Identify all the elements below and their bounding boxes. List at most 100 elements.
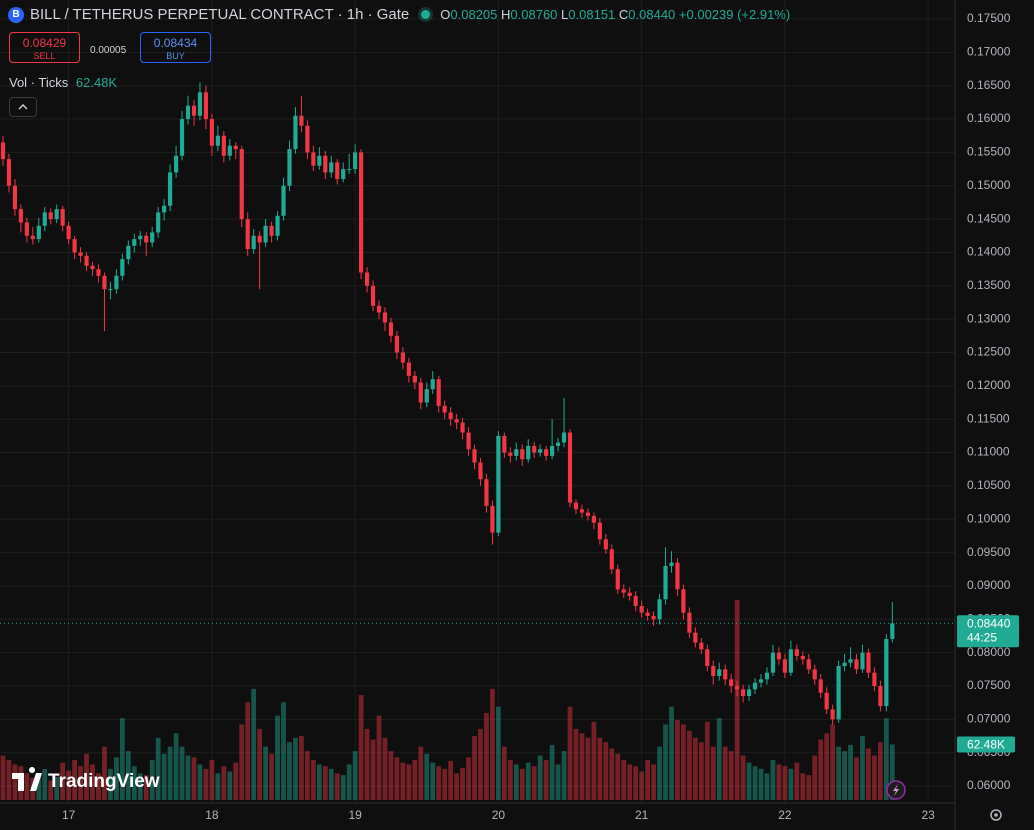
y-tick-label: 0.14000 [967, 245, 1011, 259]
lightning-button[interactable] [886, 780, 906, 800]
candle-body [890, 623, 895, 639]
ohlc-key: L [561, 7, 569, 22]
logo-text: TradingView [48, 771, 160, 792]
candle-body [78, 252, 83, 256]
volume-legend: Vol · Ticks 62.48K [9, 75, 117, 90]
x-tick-label: 18 [205, 808, 219, 822]
candle-body [633, 595, 638, 606]
collapse-button[interactable] [9, 97, 37, 117]
volume-bar [394, 757, 400, 800]
candle-body [233, 145, 238, 150]
sell-button[interactable]: 0.08429 SELL [9, 32, 80, 63]
candle-body [108, 289, 113, 291]
candle-body [526, 445, 531, 460]
y-tick-label: 0.11500 [967, 411, 1010, 425]
candle-body [114, 275, 119, 290]
candle-body [102, 275, 107, 290]
sell-label[interactable]: SELL [33, 51, 56, 61]
volume-bar [84, 753, 89, 800]
candle-body [872, 672, 877, 687]
candle-body [466, 432, 471, 450]
volume-bar [597, 737, 603, 800]
candle-body [585, 512, 591, 516]
gear-center[interactable] [994, 813, 998, 817]
candle-body [72, 239, 77, 253]
ohlc-legend: O0.08205 H0.08760 L0.08151 C0.08440 +0.0… [440, 7, 790, 22]
candle-body [221, 135, 226, 156]
settings-button[interactable] [990, 809, 1002, 821]
candle-body [209, 119, 214, 146]
candle-body [138, 235, 143, 240]
volume-bar [573, 728, 579, 800]
volume-bar [555, 764, 561, 800]
volume-bar [167, 746, 173, 800]
volume-bar [854, 757, 859, 800]
candle-body [239, 149, 244, 220]
lightning-icon[interactable] [893, 784, 899, 796]
candle-body [30, 235, 35, 240]
candle-body [627, 592, 632, 596]
status-dot [421, 10, 431, 19]
candle-body [406, 362, 411, 376]
candle-body [269, 225, 274, 236]
candle-body [84, 255, 89, 266]
ohlc-key: C [618, 7, 629, 22]
buy-button[interactable]: 0.08434 BUY [140, 32, 211, 63]
candle-body [496, 435, 501, 533]
x-tick-label: 19 [348, 808, 362, 822]
volume-bar [579, 733, 585, 800]
ohlc-key: O [440, 7, 451, 22]
volume-bar [322, 766, 328, 800]
volume-bar [340, 775, 346, 800]
sell-price[interactable]: 0.08429 [22, 36, 67, 50]
volume-bar [621, 760, 627, 800]
candle-body [317, 155, 322, 166]
volume-bar [257, 728, 263, 800]
y-tick-label: 0.16000 [967, 111, 1011, 125]
candle-body [24, 222, 29, 236]
y-tick-label: 0.15500 [967, 145, 1011, 159]
volume-bar [531, 766, 537, 800]
volume-bar [430, 762, 436, 800]
candle-body [567, 432, 573, 503]
candle-body [215, 135, 220, 146]
candle-body [818, 679, 823, 693]
candle-body [764, 672, 770, 680]
volume-bar [245, 702, 251, 800]
volume-bar [519, 768, 525, 800]
candle-body [36, 225, 41, 240]
volume-bar [878, 742, 883, 800]
candle-body [6, 159, 12, 186]
volume-bar [764, 773, 770, 800]
last-price-label: 0.08440 [967, 616, 1011, 630]
volume-pane [0, 600, 895, 800]
y-tick-label: 0.07000 [967, 712, 1011, 726]
volume-bar [567, 706, 573, 800]
buy-label[interactable]: BUY [166, 51, 185, 61]
candle-body [120, 259, 125, 276]
volume-bar [436, 766, 442, 800]
candle-body [842, 662, 847, 666]
candle-body [538, 449, 543, 453]
volume-bar [794, 762, 800, 800]
volume-bar [675, 720, 680, 800]
buy-price[interactable]: 0.08434 [153, 36, 198, 50]
candle-body [257, 235, 262, 243]
candle-body [173, 155, 179, 173]
volume-bar [746, 762, 752, 800]
volume-bar [179, 746, 185, 800]
x-tick-label: 23 [921, 808, 935, 822]
gear-icon[interactable] [990, 809, 1002, 821]
candle-body [203, 92, 209, 120]
candle-body [168, 172, 173, 206]
volume-bar [824, 733, 830, 800]
volume-bar [740, 755, 746, 800]
volume-bar [251, 688, 257, 800]
candle-body [717, 669, 722, 677]
candle-body [305, 125, 310, 153]
volume-bar [651, 764, 656, 800]
volume-bar [591, 721, 597, 800]
candle-body [0, 142, 6, 160]
chevron-up[interactable] [18, 104, 28, 110]
